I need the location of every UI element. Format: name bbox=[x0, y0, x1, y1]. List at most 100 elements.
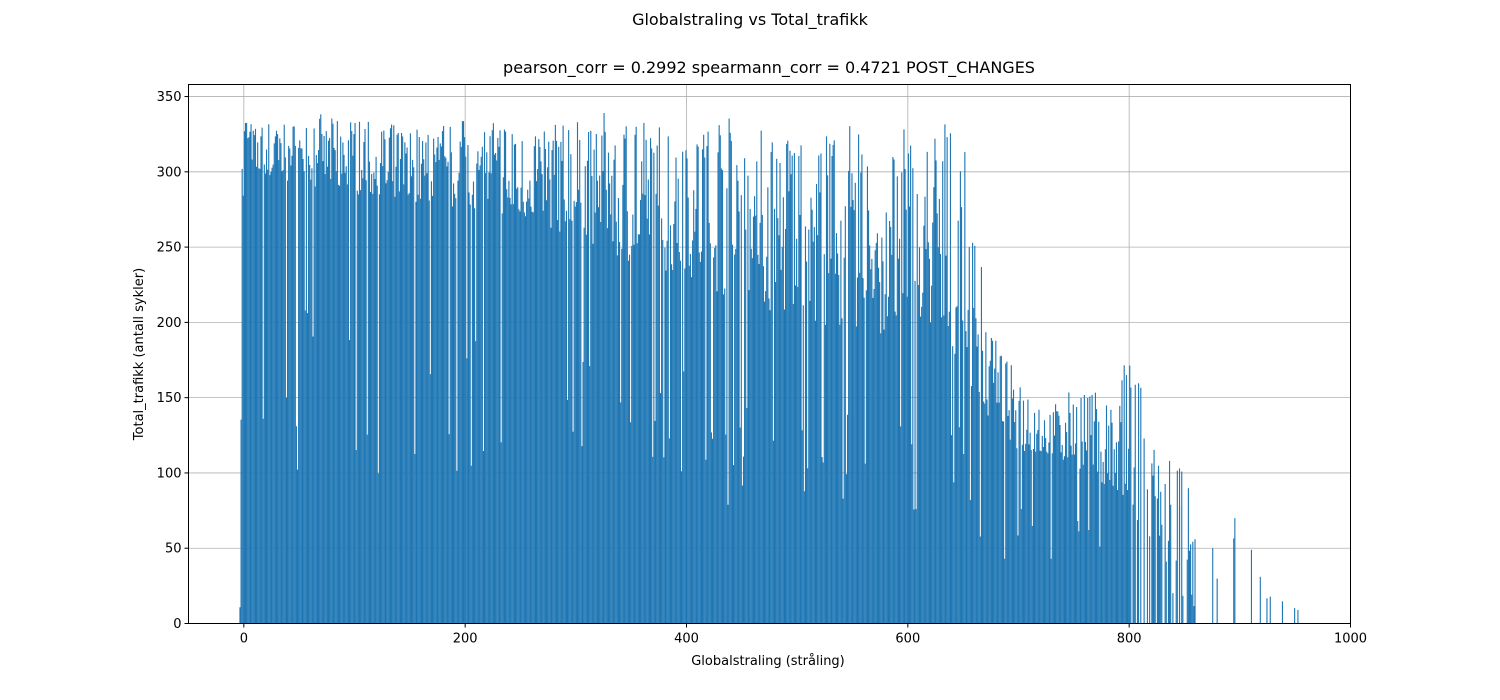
bar bbox=[460, 147, 462, 624]
bar bbox=[319, 118, 321, 624]
bar bbox=[278, 160, 280, 624]
bar bbox=[1294, 608, 1296, 624]
bar bbox=[783, 309, 786, 624]
bar bbox=[929, 322, 932, 624]
bar bbox=[492, 123, 494, 624]
bar bbox=[1020, 509, 1022, 624]
bar bbox=[790, 174, 792, 624]
bar bbox=[1052, 412, 1054, 624]
bar bbox=[625, 126, 627, 624]
bar bbox=[545, 200, 548, 624]
bar bbox=[636, 243, 638, 624]
bar bbox=[1167, 540, 1170, 624]
bar bbox=[251, 159, 253, 624]
bar bbox=[873, 288, 875, 624]
bar bbox=[655, 193, 657, 624]
bar bbox=[503, 129, 506, 624]
bar bbox=[693, 190, 695, 624]
bar bbox=[322, 161, 324, 624]
chart-title: pearson_corr = 0.2992 spearmann_corr = 0… bbox=[503, 58, 1035, 77]
bar bbox=[1087, 397, 1089, 624]
bar bbox=[674, 201, 676, 624]
bar bbox=[327, 140, 330, 624]
bar bbox=[865, 290, 867, 624]
bar bbox=[1061, 444, 1063, 624]
bar bbox=[1165, 561, 1167, 624]
bar bbox=[621, 248, 623, 624]
bar bbox=[869, 245, 871, 624]
bar bbox=[467, 145, 469, 624]
plot-frame bbox=[188, 84, 1351, 624]
bar bbox=[1111, 422, 1113, 624]
bar bbox=[638, 234, 641, 624]
bar bbox=[291, 155, 293, 624]
bar bbox=[1103, 484, 1105, 624]
bar bbox=[581, 446, 583, 624]
bar bbox=[486, 152, 488, 624]
bar bbox=[1030, 450, 1032, 624]
bar bbox=[379, 163, 382, 624]
bar bbox=[921, 306, 923, 624]
bar bbox=[862, 278, 864, 624]
bar bbox=[289, 148, 291, 624]
bar bbox=[1014, 422, 1016, 624]
bar bbox=[791, 155, 793, 624]
bar bbox=[1026, 429, 1028, 624]
bar bbox=[938, 198, 940, 624]
bar bbox=[1024, 450, 1026, 624]
bar bbox=[481, 146, 483, 624]
bar bbox=[1190, 544, 1192, 624]
bar bbox=[356, 190, 358, 624]
bar bbox=[1001, 421, 1004, 624]
bar bbox=[833, 140, 835, 624]
bar bbox=[1063, 456, 1066, 624]
bar bbox=[1176, 470, 1178, 624]
bar bbox=[642, 193, 644, 624]
bar bbox=[968, 247, 970, 624]
bar bbox=[1115, 442, 1118, 624]
bar bbox=[787, 140, 789, 624]
bar bbox=[677, 178, 679, 624]
bar bbox=[304, 310, 306, 624]
bar bbox=[699, 261, 701, 624]
bar bbox=[1157, 465, 1160, 624]
bar bbox=[1078, 531, 1080, 624]
bar bbox=[1080, 398, 1082, 624]
bar bbox=[877, 267, 880, 624]
y-tick-label: 250 bbox=[157, 241, 182, 256]
bar bbox=[517, 187, 519, 624]
bar bbox=[570, 154, 572, 624]
bar bbox=[1082, 464, 1084, 624]
bar bbox=[904, 168, 906, 624]
bar bbox=[998, 402, 1000, 624]
bar bbox=[508, 180, 510, 624]
bar bbox=[784, 228, 787, 624]
bar bbox=[840, 220, 842, 624]
bar bbox=[755, 215, 757, 624]
bar bbox=[941, 317, 943, 624]
bar bbox=[259, 168, 261, 624]
bar bbox=[717, 152, 719, 624]
bar bbox=[886, 316, 888, 624]
bar bbox=[606, 228, 608, 624]
bar bbox=[661, 218, 663, 624]
bar bbox=[957, 220, 959, 624]
bar bbox=[864, 463, 866, 624]
bar bbox=[719, 135, 721, 624]
bar bbox=[285, 397, 288, 624]
bar bbox=[483, 132, 486, 624]
bar bbox=[634, 134, 636, 624]
bar bbox=[548, 141, 550, 624]
bar bbox=[274, 136, 276, 624]
bar bbox=[782, 197, 784, 624]
bar bbox=[526, 201, 528, 624]
bar bbox=[769, 310, 771, 624]
bar bbox=[360, 190, 362, 624]
bar bbox=[1130, 387, 1132, 624]
bar bbox=[1113, 449, 1115, 624]
bar bbox=[1090, 435, 1092, 624]
bar bbox=[539, 146, 541, 624]
bar bbox=[983, 401, 985, 624]
bar bbox=[350, 122, 352, 624]
bar bbox=[305, 128, 307, 624]
